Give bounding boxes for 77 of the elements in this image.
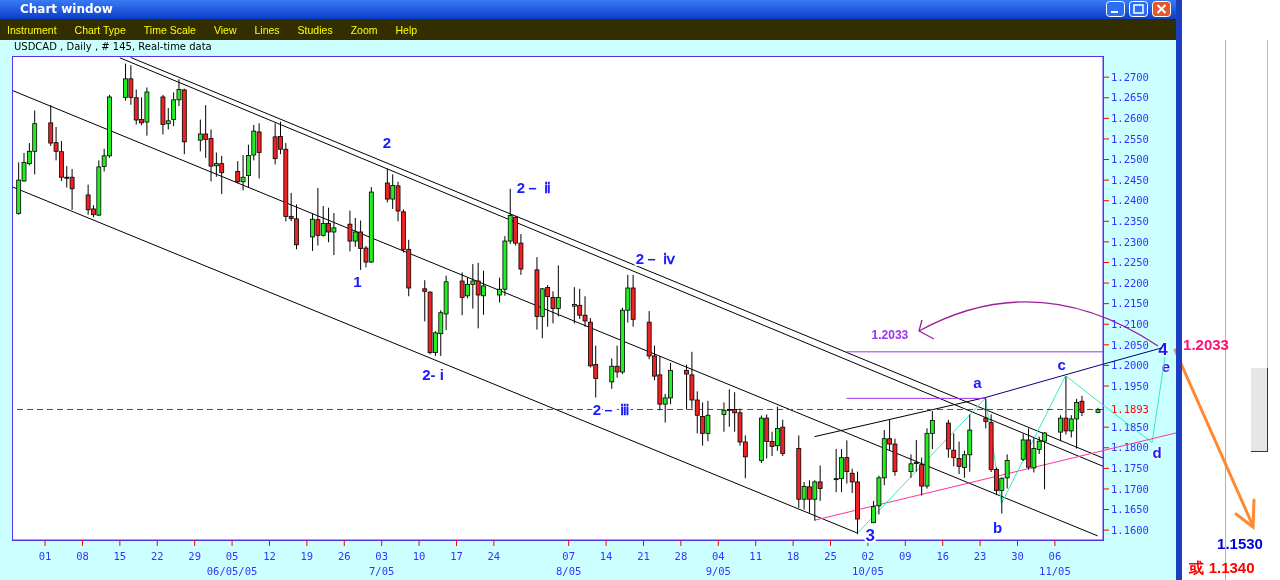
x-tick-label: 25 <box>824 550 837 562</box>
text: View <box>213 23 237 36</box>
x-tick-label: 16 <box>936 550 950 562</box>
x-tick-label: 01 <box>38 550 52 562</box>
x-tick-label: 08 <box>76 550 89 562</box>
x-tick-label: 04 9/05 <box>705 550 731 577</box>
x-tick-label: 03 7/05 <box>369 550 395 577</box>
x-tick-label: 23 <box>973 550 987 562</box>
x-tick-label: 18 <box>786 550 800 562</box>
text: 4 <box>1158 339 1168 359</box>
x-tick-label: 24 <box>487 550 501 562</box>
x-tick-label: 12 <box>263 550 276 562</box>
y-tick-label: 1.1950 <box>1111 379 1149 392</box>
annotation: 2- i <box>422 366 444 384</box>
y-tick-label: 1.2700 <box>1111 70 1149 83</box>
chart-title: USDCAD , Daily , # 145, Real-time data <box>14 41 212 52</box>
y-tick-label: 1.2550 <box>1111 132 1149 145</box>
y-tick-label: 1.2600 <box>1111 112 1149 125</box>
text: Lines <box>254 23 280 36</box>
y-tick-label: 1.1600 <box>1111 523 1149 536</box>
text: 或 1.1340 <box>1189 558 1255 576</box>
text: Instrument <box>7 23 57 36</box>
y-tick-label: 1.2400 <box>1111 194 1149 207</box>
x-tick-label: 10 <box>412 550 426 562</box>
text: Studies <box>297 23 333 36</box>
x-tick-label: 11 <box>749 550 763 562</box>
x-tick-label: 19 <box>300 550 314 562</box>
annotation: a <box>973 373 983 391</box>
text: Chart Type <box>74 23 126 36</box>
x-tick-label: 14 <box>599 550 613 562</box>
y-tick-label: 1.2250 <box>1111 256 1149 269</box>
x-tick-label: 26 <box>337 550 351 562</box>
annotation: 2 <box>382 133 392 151</box>
ref-line-label: 1.1893 <box>1111 403 1149 416</box>
x-tick-label: 21 <box>637 550 650 562</box>
y-tick-label: 1.1850 <box>1111 420 1149 433</box>
y-tick-label: 1.1750 <box>1111 462 1149 475</box>
text: 1.1530 <box>1217 534 1263 552</box>
y-tick-label: 1.2200 <box>1111 276 1149 289</box>
y-tick-label: 1.2000 <box>1111 359 1149 372</box>
candlestick <box>983 397 989 429</box>
text: Zoom <box>350 23 378 36</box>
y-tick-label: 1.1650 <box>1111 503 1149 516</box>
annotation: c <box>1057 355 1066 373</box>
candlestick <box>951 432 957 467</box>
y-tick-label: 1.2300 <box>1111 235 1149 248</box>
x-tick-label: 02 10/05 <box>852 550 884 577</box>
x-tick-label: 29 <box>188 550 201 562</box>
x-tick-label: 09 <box>898 550 912 562</box>
y-tick-label: 1.2350 <box>1111 215 1149 228</box>
y-tick-label: 1.1700 <box>1111 482 1149 495</box>
y-tick-label: 1.1800 <box>1111 441 1149 454</box>
annotation: 1.2033 <box>871 328 909 343</box>
x-tick-label: 28 <box>674 550 688 562</box>
text: 1.2033 <box>1183 335 1229 353</box>
x-tick-label: 22 <box>150 550 164 562</box>
annotation: b <box>992 519 1003 537</box>
x-tick-label: 07 8/05 <box>556 550 582 577</box>
text: d <box>1152 443 1162 461</box>
y-tick-label: 1.2500 <box>1111 153 1149 166</box>
y-tick-label: 1.2650 <box>1111 91 1149 104</box>
text: Help <box>395 23 418 36</box>
x-tick-label: 05 06/05/05 <box>206 550 258 577</box>
x-tick-label: 06 11/05 <box>1039 550 1071 577</box>
x-tick-label: 17 <box>450 550 463 562</box>
x-tick-label: 30 <box>1011 550 1024 562</box>
x-tick-label: 15 <box>113 550 127 562</box>
y-tick-label: 1.2150 <box>1111 297 1149 310</box>
y-tick-label: 1.2450 <box>1111 173 1149 186</box>
annotation: 2－ ⅱ <box>516 179 552 197</box>
text: Time Scale <box>143 23 196 36</box>
annotation: 1 <box>353 273 362 291</box>
candlestick <box>1004 453 1010 490</box>
text: Chart window <box>20 2 113 16</box>
y-tick-label: 1.2050 <box>1111 338 1149 351</box>
annotation: 2－ ⅳ <box>635 250 677 268</box>
text: e <box>1161 357 1171 375</box>
